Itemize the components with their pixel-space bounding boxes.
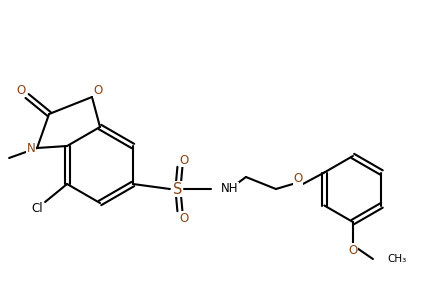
Text: S: S xyxy=(173,181,183,197)
Text: O: O xyxy=(293,172,303,185)
Text: CH₃: CH₃ xyxy=(387,254,406,264)
Text: NH: NH xyxy=(221,183,238,196)
Text: O: O xyxy=(93,84,103,98)
Text: O: O xyxy=(179,153,189,167)
Text: O: O xyxy=(16,83,26,96)
Text: O: O xyxy=(179,212,189,225)
Text: Cl: Cl xyxy=(31,201,43,214)
Text: N: N xyxy=(27,141,35,155)
Text: O: O xyxy=(348,244,357,257)
